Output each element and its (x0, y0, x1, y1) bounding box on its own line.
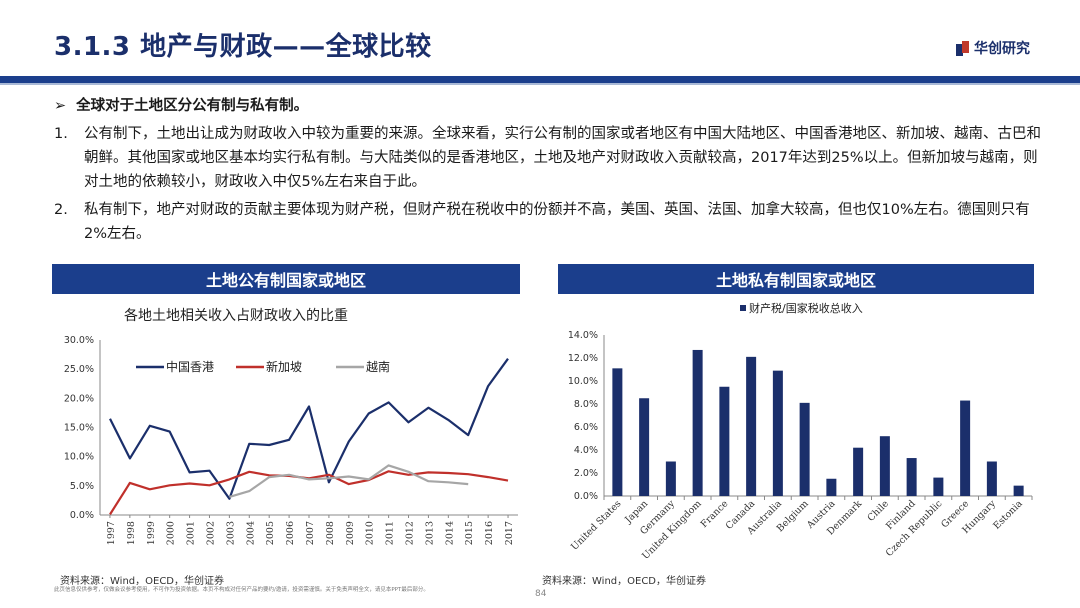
bar (719, 386, 730, 496)
x-tick-label: Estonia (991, 498, 1025, 532)
header-rule (0, 76, 1080, 83)
x-tick-label: United States (569, 498, 624, 553)
x-tick-label: 2007 (305, 521, 316, 545)
y-tick-label: 12.0% (568, 353, 598, 364)
right-source: 资料来源：Wind，OECD，华创证券 (542, 576, 707, 587)
x-tick-label: 2004 (245, 521, 256, 545)
y-tick-label: 20.0% (64, 393, 94, 404)
paragraph-number: 1. (54, 126, 68, 142)
bar (612, 368, 623, 496)
x-tick-label: 2013 (424, 521, 435, 545)
y-tick-label: 25.0% (64, 364, 94, 375)
y-tick-label: 5.0% (70, 481, 94, 492)
legend-swatch (740, 305, 746, 311)
bullet-text: 全球对于土地区分公有制与私有制。 (76, 98, 309, 114)
brand: 华创研究 (956, 38, 1030, 58)
x-tick-label: 2014 (444, 521, 455, 545)
y-tick-label: 30.0% (64, 335, 94, 346)
x-tick-label: 2001 (186, 521, 197, 545)
x-tick-label: 1997 (106, 521, 117, 545)
series-line (109, 358, 509, 500)
x-tick-label: 2005 (265, 521, 276, 545)
bar (879, 436, 890, 496)
y-tick-label: 14.0% (568, 330, 598, 341)
x-tick-label: 2000 (166, 521, 177, 545)
x-tick-label: 2016 (484, 521, 495, 545)
y-tick-label: 8.0% (574, 399, 598, 410)
x-tick-label: 2015 (464, 521, 475, 545)
chart-title: 各地土地相关收入占财政收入的比重 (124, 308, 348, 324)
legend-label: 越南 (366, 359, 390, 374)
bar (692, 349, 703, 496)
brand-name: 华创研究 (974, 41, 1030, 57)
brand-logo-icon (956, 40, 969, 56)
body-text: ➢ 全球对于土地区分公有制与私有制。 1. 公有制下，土地出让成为财政收入中较为… (54, 94, 1044, 246)
y-tick-label: 6.0% (574, 422, 598, 433)
x-tick-label: 2010 (365, 521, 376, 545)
x-tick-label: 2008 (325, 521, 336, 545)
series-line (229, 464, 469, 498)
disclaimer: 此页信息仅供参考，仅做会议参考使用，不可作为投资依据。本页不构成对任何产品的要约… (54, 587, 429, 593)
bar (986, 461, 997, 496)
y-tick-label: 15.0% (64, 423, 94, 434)
legend-label: 财产税/国家税收总收入 (749, 301, 863, 315)
y-tick-label: 10.0% (568, 376, 598, 387)
paragraph-2: 2. 私有制下，地产对财政的贡献主要体现为财产税，但财产税在税收中的份额并不高，… (54, 198, 1044, 246)
paragraph-text: 私有制下，地产对财政的贡献主要体现为财产税，但财产税在税收中的份额并不高，美国、… (84, 202, 1030, 242)
x-tick-label: 2003 (225, 521, 236, 545)
bar (665, 461, 676, 496)
paragraph-text: 公有制下，土地出让成为财政收入中较为重要的来源。全球来看，实行公有制的国家或者地… (84, 126, 1041, 190)
line-chart: 各地土地相关收入占财政收入的比重 0.0% 5.0% 10.0% 15.0% 20.0% 2… (64, 308, 518, 545)
y-tick-label: 0.0% (70, 510, 94, 521)
bar (772, 370, 783, 496)
x-tick-label: 2006 (285, 521, 296, 545)
y-tick-label: 4.0% (574, 445, 598, 456)
x-tick-label: 2012 (405, 521, 416, 545)
right-panel-header: 土地私有制国家或地区 (558, 264, 1034, 294)
bar (906, 458, 917, 496)
bar (1013, 485, 1024, 496)
arrow-bullet-icon: ➢ (54, 98, 67, 114)
x-tick-label: 2002 (205, 521, 216, 545)
bar-chart: 财产税/国家税收总收入 0.0% 2.0% 4.0% 6.0% 8.0% 10.0% 12.0… (568, 301, 1033, 562)
bar (853, 447, 864, 496)
y-tick-label: 10.0% (64, 452, 94, 463)
x-tick-label: 1999 (146, 521, 157, 545)
x-tick-label: 2017 (504, 521, 515, 545)
y-tick-label: 2.0% (574, 468, 598, 479)
bar (826, 478, 837, 496)
bar (799, 402, 810, 496)
header-rule-light (0, 83, 1080, 85)
page-title: 3.1.3 地产与财政——全球比较 (54, 32, 432, 62)
legend-label: 中国香港 (166, 359, 214, 374)
left-source: 资料来源：Wind，OECD，华创证券 (60, 576, 225, 587)
bar (746, 356, 757, 496)
x-tick-label: 2011 (385, 521, 396, 545)
y-tick-label: 0.0% (574, 491, 598, 502)
bar (933, 477, 944, 496)
legend-label: 新加坡 (266, 359, 302, 374)
bar (960, 400, 971, 496)
x-tick-label: 1998 (126, 521, 137, 545)
series-line (109, 470, 509, 515)
x-tick-label: 2009 (345, 521, 356, 545)
bullet-heading: ➢ 全球对于土地区分公有制与私有制。 (54, 94, 1044, 118)
page-number: 84 (535, 589, 547, 599)
left-panel-header: 土地公有制国家或地区 (52, 264, 520, 294)
paragraph-1: 1. 公有制下，土地出让成为财政收入中较为重要的来源。全球来看，实行公有制的国家… (54, 122, 1044, 194)
paragraph-number: 2. (54, 202, 68, 218)
bar (639, 398, 650, 496)
